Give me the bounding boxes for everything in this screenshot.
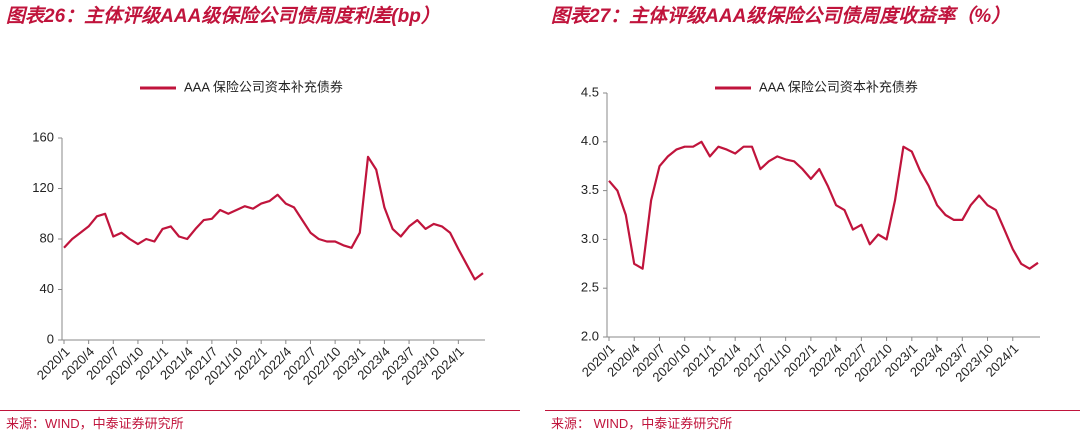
y-tick-label: 120 bbox=[32, 180, 54, 195]
chart-title: 图表26：主体评级AAA级保险公司债周度利差(bp） bbox=[6, 6, 440, 27]
y-tick-label: 2.0 bbox=[581, 328, 599, 343]
rule bbox=[0, 410, 520, 411]
legend-label: AAA 保险公司资本补充债券 bbox=[184, 79, 343, 94]
y-tick-label: 160 bbox=[32, 129, 54, 144]
chart: 2.02.53.03.54.04.52020/12020/42020/72020… bbox=[579, 79, 1040, 385]
source: 来源：WIND，中泰证券研究所 bbox=[6, 416, 184, 431]
y-tick-label: 40 bbox=[40, 281, 54, 296]
source: 来源： WIND，中泰证券研究所 bbox=[551, 416, 733, 431]
series-line bbox=[63, 155, 484, 281]
chart-title: 图表27：主体评级AAA级保险公司债周度收益率（%） bbox=[551, 6, 1011, 27]
legend-label: AAA 保险公司资本补充债券 bbox=[759, 79, 918, 94]
chart-panel: 图表27：主体评级AAA级保险公司债周度收益率（%） 2.0 2.5 3.0 3.5 4… bbox=[545, 0, 1080, 436]
rule bbox=[545, 410, 1080, 411]
y-tick-label: 2.5 bbox=[581, 280, 599, 295]
y-tick-label: 4.5 bbox=[581, 84, 599, 99]
y-tick-label: 4.0 bbox=[581, 133, 599, 148]
y-tick-label: 80 bbox=[40, 230, 54, 245]
chart: 040801201602020/12020/42020/72020/102021… bbox=[32, 79, 485, 388]
y-tick-label: 0 bbox=[47, 331, 54, 346]
chart-panel: 图表26：主体评级AAA级保险公司债周度利差(bp） 0 40 80 120 160 20… bbox=[0, 0, 520, 436]
series-line bbox=[608, 140, 1039, 270]
y-tick-label: 3.0 bbox=[581, 231, 599, 246]
y-tick-label: 3.5 bbox=[581, 182, 599, 197]
